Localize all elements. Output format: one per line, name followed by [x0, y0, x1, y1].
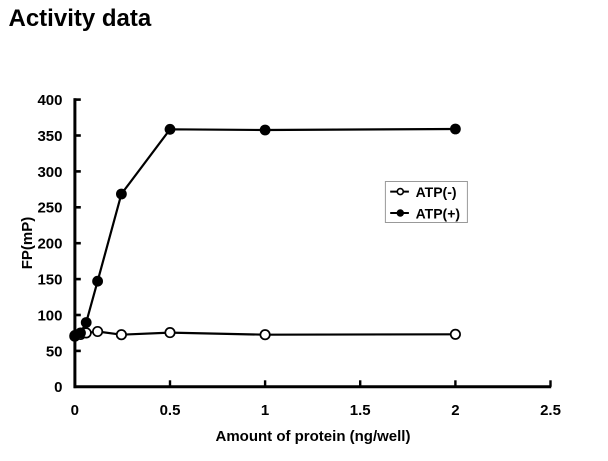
svg-text:ATP(+): ATP(+)	[416, 206, 460, 222]
svg-text:2: 2	[451, 402, 459, 419]
svg-text:0.5: 0.5	[160, 402, 181, 419]
svg-text:1: 1	[261, 402, 269, 419]
svg-text:250: 250	[37, 200, 62, 217]
svg-text:Amount of protein (ng/well): Amount of protein (ng/well)	[216, 428, 411, 445]
svg-text:Activity data: Activity data	[9, 5, 152, 32]
svg-text:300: 300	[37, 164, 62, 181]
svg-text:0: 0	[54, 379, 62, 396]
svg-text:350: 350	[37, 128, 62, 145]
svg-text:FP(mP): FP(mP)	[19, 217, 36, 270]
svg-text:0: 0	[71, 402, 79, 419]
svg-text:150: 150	[37, 272, 62, 289]
svg-text:50: 50	[46, 343, 63, 360]
svg-text:1.5: 1.5	[350, 402, 371, 419]
svg-text:400: 400	[37, 92, 62, 109]
svg-text:100: 100	[37, 307, 62, 324]
svg-text:2.5: 2.5	[540, 402, 561, 419]
svg-text:ATP(-): ATP(-)	[416, 184, 457, 200]
svg-text:200: 200	[37, 236, 62, 253]
